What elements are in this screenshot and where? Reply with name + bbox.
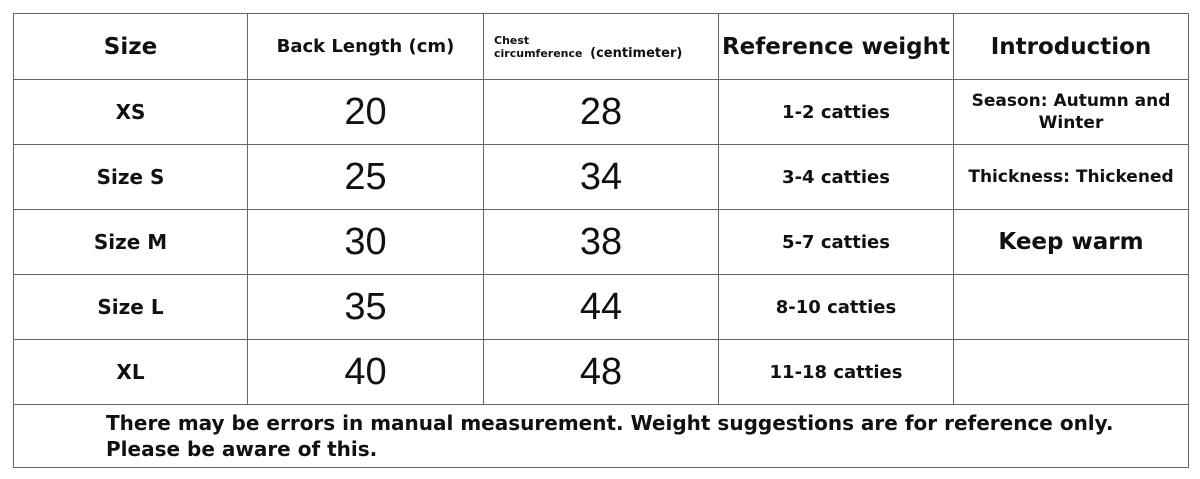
header-cell: Introduction (953, 13, 1189, 80)
table-cell: 44 (483, 274, 719, 340)
table-cell: 48 (483, 339, 719, 405)
table-cell: 1-2 catties (718, 79, 954, 145)
size-table: Size Back Length (cm) Chest circumference… (13, 13, 1189, 468)
table-cell (953, 274, 1189, 340)
table-cell: 30 (247, 209, 484, 275)
header-cell: Size (13, 13, 248, 80)
table-row: Size L 35 44 8-10 catties (13, 274, 1189, 340)
header-text: (centimeter) (590, 45, 683, 61)
table-cell: 11-18 catties (718, 339, 954, 405)
table-cell: Season: Autumn and Winter (953, 79, 1189, 145)
table-cell: Size S (13, 144, 248, 210)
header-cell: Chest circumference (centimeter) (483, 13, 719, 80)
table-cell: 38 (483, 209, 719, 275)
header-cell: Back Length (cm) (247, 13, 484, 80)
size-chart: Size Back Length (cm) Chest circumference… (13, 13, 1189, 468)
table-cell: Keep warm (953, 209, 1189, 275)
table-cell: 3-4 catties (718, 144, 954, 210)
footer-row: There may be errors in manual measuremen… (13, 404, 1189, 468)
table-cell: 40 (247, 339, 484, 405)
header-cell: Reference weight (718, 13, 954, 80)
table-cell: Size M (13, 209, 248, 275)
table-row: XS 20 28 1-2 catties Season: Autumn and Wint… (13, 79, 1189, 145)
footer-text: Please be aware of this. (106, 437, 378, 461)
table-cell: 8-10 catties (718, 274, 954, 340)
table-row: XL 40 48 11-18 catties (13, 339, 1189, 405)
header-text: Chest (494, 33, 530, 47)
table-cell (953, 339, 1189, 405)
table-cell: 34 (483, 144, 719, 210)
table-cell: Thickness: Thickened (953, 144, 1189, 210)
footer-text: There may be errors in manual measuremen… (106, 411, 1114, 435)
table-cell: 35 (247, 274, 484, 340)
header-row: Size Back Length (cm) Chest circumference… (13, 13, 1189, 80)
table-cell: 25 (247, 144, 484, 210)
table-cell: Size L (13, 274, 248, 340)
footer-cell: There may be errors in manual measuremen… (13, 404, 1189, 468)
table-cell: 20 (247, 79, 484, 145)
table-row: Size M 30 38 5-7 catties Keep warm (13, 209, 1189, 275)
table-cell: 5-7 catties (718, 209, 954, 275)
header-text: circumference (494, 46, 583, 60)
table-cell: 28 (483, 79, 719, 145)
table-cell: XS (13, 79, 248, 145)
table-cell: XL (13, 339, 248, 405)
table-row: Size S 25 34 3-4 catties Thickness: Thickene… (13, 144, 1189, 210)
